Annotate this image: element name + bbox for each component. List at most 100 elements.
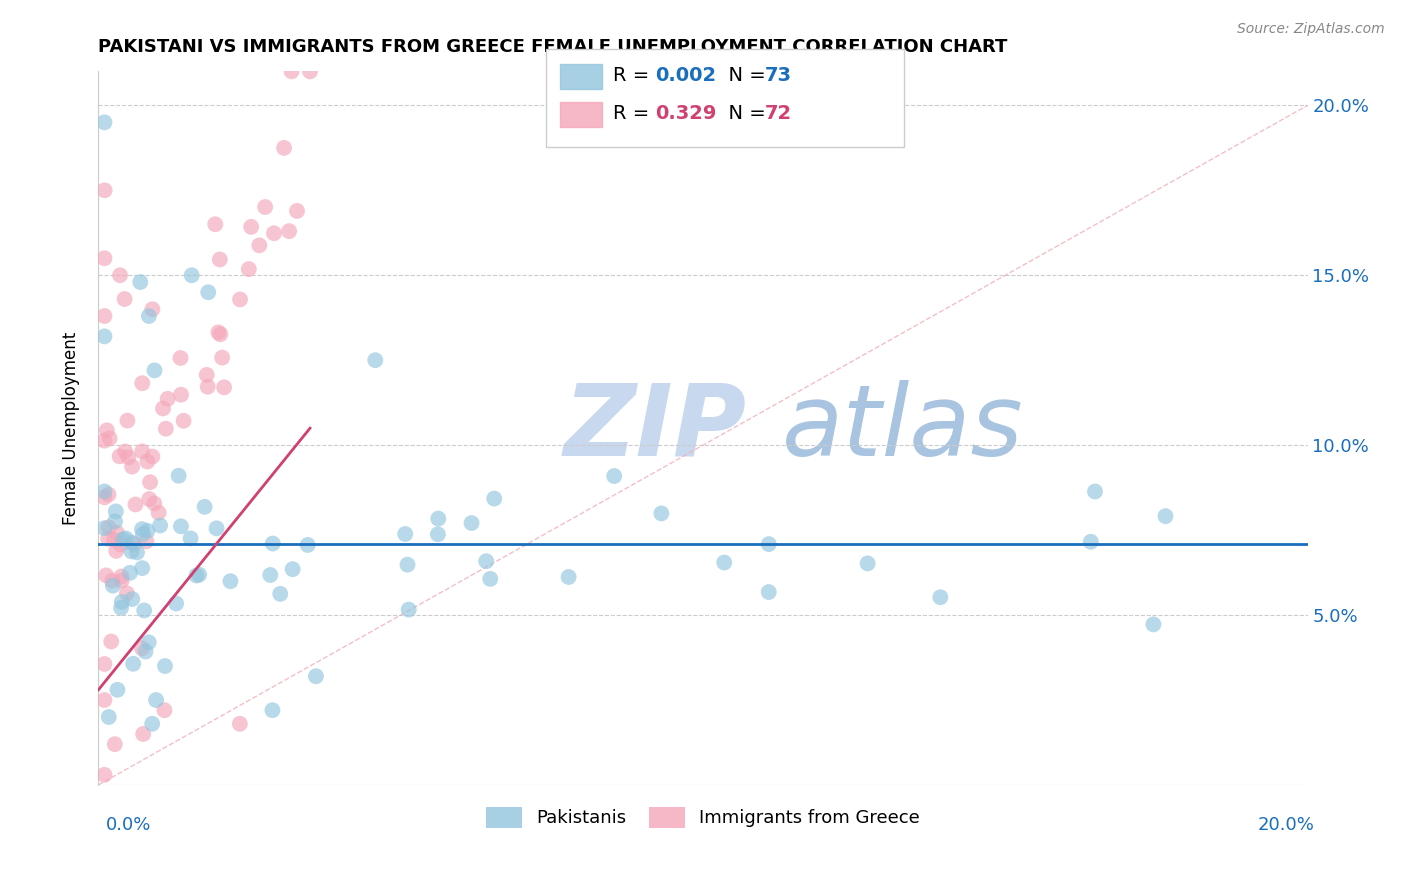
Point <box>475 554 498 568</box>
Point <box>111 574 134 588</box>
Point <box>1154 509 1177 524</box>
Point <box>278 224 301 238</box>
Point <box>153 659 176 673</box>
Point <box>100 634 122 648</box>
Text: 0.329: 0.329 <box>655 103 717 123</box>
Point <box>269 587 291 601</box>
Point <box>426 527 449 541</box>
Point <box>1142 617 1164 632</box>
Point <box>145 693 167 707</box>
Point <box>167 468 190 483</box>
Point <box>108 268 131 283</box>
Point <box>107 682 129 697</box>
Point <box>132 527 155 541</box>
Point <box>194 500 217 514</box>
Point <box>136 454 159 468</box>
Point <box>557 570 579 584</box>
Point <box>138 309 160 323</box>
Point <box>115 586 138 600</box>
Point <box>131 522 153 536</box>
Point <box>101 574 124 588</box>
Point <box>169 351 191 365</box>
Point <box>114 532 136 546</box>
Point <box>204 217 226 231</box>
Point <box>103 533 125 547</box>
Point <box>138 635 160 649</box>
Point <box>117 450 139 465</box>
Point <box>219 574 242 589</box>
Text: ZIP: ZIP <box>564 380 747 476</box>
Point <box>156 392 179 406</box>
Point <box>97 532 120 546</box>
Point <box>93 491 115 505</box>
Point <box>114 444 136 458</box>
Point <box>104 515 127 529</box>
Point <box>143 496 166 510</box>
Text: 20.0%: 20.0% <box>1258 816 1315 834</box>
Point <box>125 545 148 559</box>
Point <box>299 64 322 78</box>
Point <box>758 537 780 551</box>
Point <box>134 603 156 617</box>
Point <box>136 524 159 538</box>
Point <box>209 327 232 342</box>
Point <box>93 434 115 448</box>
Point <box>197 285 219 300</box>
Point <box>93 484 115 499</box>
Point <box>117 414 139 428</box>
Point <box>93 183 115 197</box>
Point <box>131 641 153 656</box>
Point <box>97 487 120 501</box>
Point <box>134 644 156 658</box>
Point <box>122 657 145 671</box>
Point <box>93 252 115 266</box>
Point <box>155 422 177 436</box>
Point <box>141 450 163 464</box>
Point <box>121 459 143 474</box>
Point <box>105 544 128 558</box>
Point <box>713 556 735 570</box>
Text: 73: 73 <box>765 66 792 86</box>
Point <box>208 252 231 267</box>
Point <box>211 351 233 365</box>
Point <box>484 491 506 506</box>
Point <box>297 538 319 552</box>
Point <box>131 376 153 391</box>
Point <box>124 498 146 512</box>
Point <box>139 475 162 490</box>
Point <box>94 568 117 582</box>
Point <box>93 768 115 782</box>
Point <box>112 533 135 547</box>
Point <box>238 262 260 277</box>
Point <box>108 450 131 464</box>
Point <box>398 602 420 616</box>
Point <box>93 657 115 671</box>
Point <box>254 200 277 214</box>
Point <box>479 572 502 586</box>
Point <box>93 521 115 535</box>
Point <box>188 567 211 582</box>
Point <box>97 520 120 534</box>
Point <box>110 537 132 551</box>
Point <box>603 469 626 483</box>
Point <box>281 562 304 576</box>
Text: R =: R = <box>613 66 662 86</box>
Text: 72: 72 <box>765 103 792 123</box>
Point <box>93 693 115 707</box>
Point <box>394 527 416 541</box>
Point <box>122 537 145 551</box>
Point <box>104 504 127 518</box>
Point <box>170 519 193 533</box>
Point <box>207 326 229 340</box>
Point <box>96 423 118 437</box>
Point <box>856 557 879 571</box>
Legend: Pakistanis, Immigrants from Greece: Pakistanis, Immigrants from Greece <box>477 797 929 837</box>
Point <box>131 444 153 458</box>
Point <box>929 591 952 605</box>
Point <box>93 309 115 323</box>
Y-axis label: Female Unemployment: Female Unemployment <box>62 332 80 524</box>
Point <box>98 431 121 445</box>
Point <box>758 585 780 599</box>
Text: Source: ZipAtlas.com: Source: ZipAtlas.com <box>1237 22 1385 37</box>
Text: 0.002: 0.002 <box>655 66 716 86</box>
